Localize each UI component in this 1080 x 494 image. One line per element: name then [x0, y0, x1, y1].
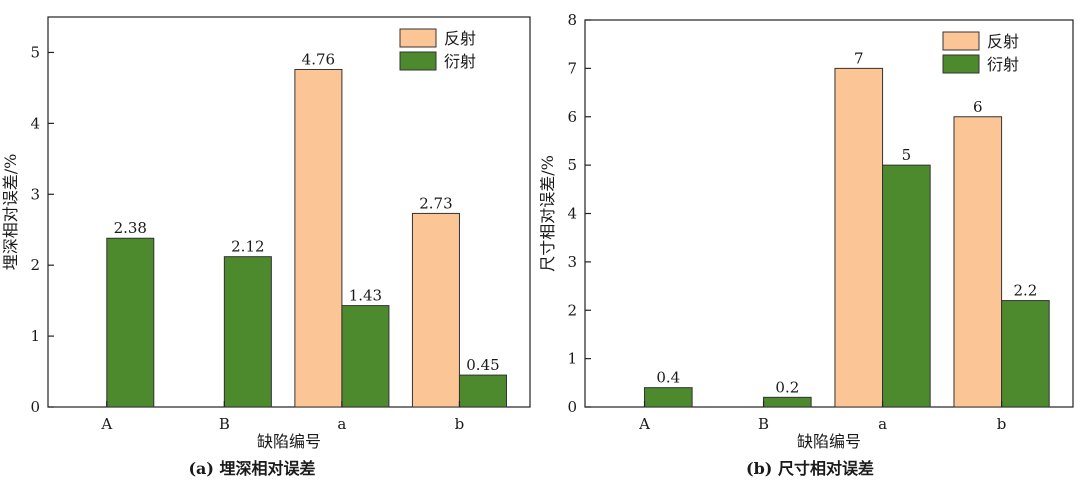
- y-tick-label: 1: [30, 327, 40, 345]
- x-tick-label: a: [337, 415, 346, 433]
- data-label: 2.2: [1013, 282, 1037, 300]
- legend-label-diffraction: 衍射: [444, 52, 476, 71]
- x-tick-label: B: [219, 415, 230, 433]
- legend-swatch-diffraction: [399, 51, 437, 71]
- chart-panel-a: 0 1 2 3 4 5 2.38 A 2.12 B 4.76 1.43 a 2.73 0.45 b 缺陷编号 埋深…: [0, 0, 540, 490]
- y-tick-label: 4: [567, 205, 577, 223]
- y-tick-label: 3: [567, 253, 577, 271]
- data-label: 2.12: [231, 238, 264, 256]
- y-axis-title: 尺寸相对误差/%: [540, 155, 557, 272]
- y-tick-label: 5: [567, 156, 577, 174]
- data-label: 2.38: [114, 219, 147, 237]
- data-label: 7: [854, 49, 864, 67]
- legend-label-reflection: 反射: [987, 32, 1019, 51]
- y-tick-label: 6: [567, 108, 577, 126]
- figure-caption: (b) 尺寸相对误差: [746, 459, 874, 478]
- chart-a: 0 1 2 3 4 5 2.38 A 2.12 B 4.76 1.43 a 2.73 0.45 b 缺陷编号 埋深…: [1, 16, 531, 478]
- bar-diffraction-2: [882, 164, 931, 408]
- x-axis-title: 缺陷编号: [257, 432, 321, 451]
- figure-caption: (a) 埋深相对误差: [188, 459, 315, 478]
- y-axis-title: 埋深相对误差/%: [1, 154, 20, 271]
- x-tick-label: a: [878, 415, 887, 433]
- data-label: 0.45: [466, 356, 499, 374]
- data-label: 5: [902, 146, 912, 164]
- y-tick-label: 5: [30, 43, 40, 61]
- legend-label-diffraction: 衍射: [987, 55, 1019, 74]
- data-label: 2.73: [419, 194, 452, 212]
- chart-b: 0 1 2 3 4 5 6 7 8 0.4 A 0.2 B 7 5 a 6 2.2 b 缺陷编号 尺寸相对误差/% 反射衍…: [538, 11, 1074, 478]
- x-tick-label: B: [758, 415, 769, 433]
- data-label: 0.4: [656, 369, 680, 387]
- y-tick-label: 0: [30, 398, 40, 416]
- x-tick-label: A: [638, 415, 650, 433]
- bar-diffraction-1: [223, 256, 272, 408]
- bar-diffraction-3: [458, 374, 507, 408]
- bar-reflection-3: [953, 116, 1003, 408]
- y-tick-label: 1: [567, 350, 577, 368]
- plot-frame: [47, 16, 531, 408]
- bar-diffraction-1: [763, 396, 812, 408]
- x-tick-label: b: [455, 415, 465, 433]
- x-tick-label: b: [997, 415, 1007, 433]
- y-tick-label: 4: [30, 114, 40, 132]
- x-tick-label: A: [100, 415, 112, 433]
- y-tick-label: 0: [567, 398, 577, 416]
- data-label: 0.2: [775, 378, 799, 396]
- y-tick-label: 2: [30, 256, 40, 274]
- data-label: 1.43: [349, 287, 382, 305]
- x-axis-title: 缺陷编号: [797, 432, 861, 451]
- y-tick-label: 2: [567, 301, 577, 319]
- data-label: 6: [973, 98, 983, 116]
- legend-swatch-reflection: [399, 28, 437, 48]
- legend-swatch-reflection: [942, 31, 980, 51]
- legend-label-reflection: 反射: [444, 29, 476, 48]
- chart-panel-b: 0 1 2 3 4 5 6 7 8 0.4 A 0.2 B 7 5 a 6 2.2 b 缺陷编号 尺寸相对误差/% 反射衍…: [538, 0, 1080, 490]
- y-tick-label: 8: [567, 11, 577, 29]
- bar-diffraction-0: [106, 237, 155, 408]
- bar-diffraction-3: [1001, 300, 1050, 408]
- bar-diffraction-2: [341, 305, 390, 408]
- bar-reflection-2: [294, 68, 343, 408]
- bar-diffraction-0: [644, 387, 693, 408]
- y-tick-label: 7: [567, 59, 577, 77]
- data-label: 4.76: [302, 50, 335, 68]
- bar-reflection-3: [411, 212, 460, 408]
- bar-reflection-2: [834, 67, 884, 408]
- legend-swatch-diffraction: [942, 54, 980, 74]
- y-tick-label: 3: [30, 185, 40, 203]
